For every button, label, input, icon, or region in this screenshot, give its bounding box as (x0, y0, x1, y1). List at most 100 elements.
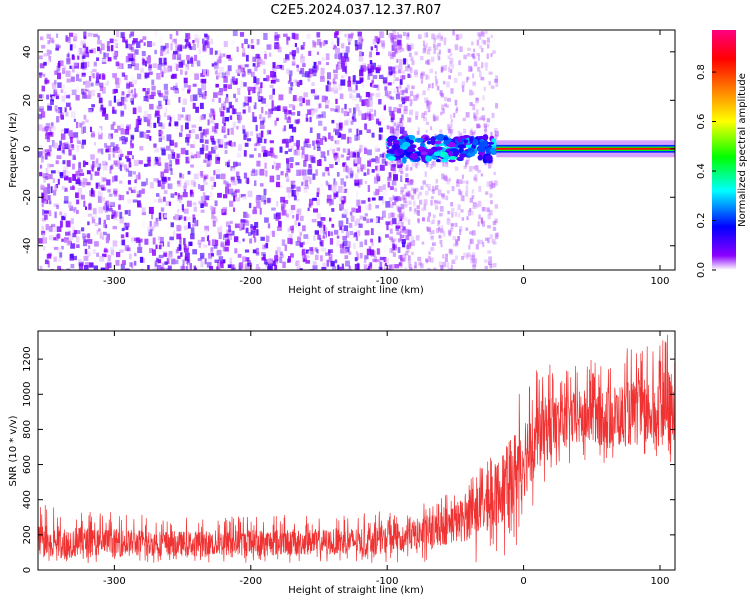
spectrogram-cell (387, 141, 393, 147)
spectrogram-cell (70, 264, 75, 269)
spectrogram-cell (70, 218, 74, 225)
spectrogram-cell (417, 218, 420, 224)
spectrogram-cell (280, 64, 284, 71)
spectrogram-cell (343, 181, 347, 187)
spectrogram-cell (359, 65, 363, 71)
spectrogram-cell (364, 230, 370, 236)
spectrogram-cell (376, 84, 380, 91)
spectrogram-cell (236, 152, 242, 158)
spectrogram-cell (399, 126, 405, 134)
spectrogram-cell (193, 206, 197, 212)
spectrogram-cell (287, 227, 290, 233)
spectrogram-cell (76, 244, 80, 248)
spectrogram-cell (202, 44, 206, 51)
spectrogram-cell (63, 141, 69, 148)
spectrogram-cell (437, 51, 440, 58)
spectrogram-cell (433, 151, 442, 157)
spectrogram-cell (159, 130, 164, 135)
spectrogram-cell (178, 225, 182, 231)
spectrogram-cell (177, 197, 181, 202)
spectrogram-cell (473, 61, 478, 67)
spectrogram-cell (434, 140, 442, 145)
spectrogram-cell (123, 224, 126, 231)
spectrogram-cell (131, 155, 134, 160)
spectrogram-cell (71, 144, 75, 151)
spectrogram-cell (330, 231, 333, 236)
spectrogram-x-tick-label: 0 (520, 276, 526, 287)
spectrogram-cell (128, 187, 132, 191)
spectrogram-cell (140, 268, 144, 270)
spectrogram-cell (112, 225, 117, 230)
spectrogram-cell (167, 241, 170, 248)
spectrogram-cell (76, 199, 80, 205)
spectrogram-cell (182, 208, 185, 213)
spectrogram-cell (471, 260, 475, 264)
spectrogram-cell (400, 190, 404, 195)
spectrogram-cell (415, 111, 419, 117)
spectrogram-cell (396, 53, 401, 59)
spectrogram-cell (44, 79, 50, 84)
spectrogram-cell (45, 187, 51, 194)
spectrogram-cell (317, 221, 322, 227)
spectrogram-cell (419, 263, 424, 269)
spectrogram-cell (401, 114, 404, 121)
spectrogram-cell (184, 189, 187, 193)
spectrogram-cell (134, 63, 139, 71)
spectrogram-cell (76, 86, 79, 92)
spectrogram-cell (192, 223, 195, 228)
spectrogram-cell (391, 240, 395, 245)
spectrogram-cell (232, 30, 238, 37)
spectrogram-cell (389, 126, 394, 134)
spectrogram-cell (344, 65, 348, 73)
spectrogram-cell (184, 256, 188, 261)
spectrogram-cell (239, 223, 244, 228)
spectrogram-cell (55, 234, 59, 241)
spectrogram-cell (269, 175, 275, 183)
spectrogram-cell (458, 60, 461, 66)
spectrogram-cell (114, 129, 119, 133)
spectrogram-cell (492, 241, 497, 245)
spectrogram-cell (260, 120, 265, 125)
spectrogram-cell (400, 203, 405, 210)
spectrogram-cell (403, 105, 408, 112)
spectrogram-cell (389, 53, 394, 60)
spectrogram-cell (399, 43, 403, 49)
spectrogram-cell (170, 87, 174, 91)
spectrogram-cell (58, 257, 63, 263)
spectrogram-cell (306, 237, 310, 244)
spectrogram-cell (174, 142, 178, 148)
spectrogram-cell (208, 254, 212, 262)
spectrogram-cell (438, 261, 443, 267)
spectrogram-cell (489, 193, 493, 198)
spectrogram-cell (390, 219, 393, 226)
spectrogram-cell (488, 80, 492, 86)
spectrogram-cell (186, 200, 192, 207)
spectrogram-cell (277, 46, 282, 53)
spectrogram-cell (437, 220, 441, 225)
spectrogram-cell (106, 41, 110, 48)
spectrogram-cell (307, 207, 310, 212)
spectrogram-cell (66, 78, 71, 83)
spectrogram-cell (364, 255, 369, 260)
spectrogram-cell (105, 161, 108, 166)
spectrogram-cell (166, 257, 170, 264)
spectrogram-cell (219, 53, 223, 59)
spectrogram-cell (184, 180, 190, 186)
spectrogram-cell (185, 150, 189, 156)
spectrogram-cell (368, 93, 373, 101)
spectrogram-cell (386, 93, 390, 98)
spectrogram-cell (476, 39, 480, 46)
spectrogram-cell (351, 207, 356, 213)
spectrogram-cell (266, 44, 271, 51)
spectrogram-cell (416, 131, 420, 135)
spectrogram-cell (92, 208, 97, 215)
spectrogram-cell (408, 134, 416, 140)
spectrogram-cell (95, 158, 99, 164)
spectrogram-cell (369, 218, 374, 223)
spectrogram-cell (218, 144, 223, 148)
spectrogram-cell (472, 104, 476, 111)
spectrogram-cell (431, 56, 435, 62)
spectrogram-cell (242, 238, 245, 242)
spectrogram-cell (193, 181, 197, 188)
